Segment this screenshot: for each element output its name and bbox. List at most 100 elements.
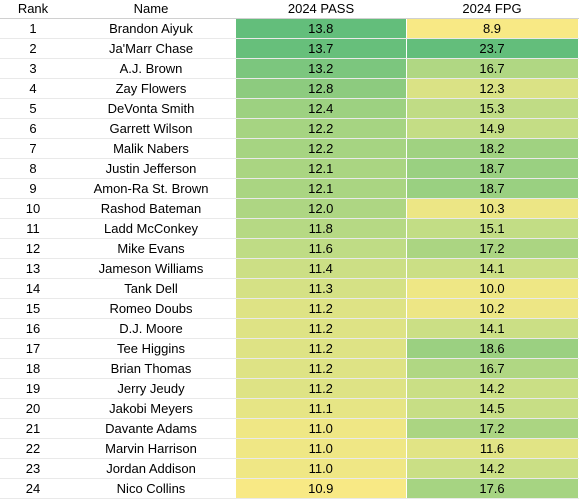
fpg-cell[interactable]: 17.6	[406, 478, 579, 499]
fpg-cell[interactable]: 15.3	[406, 98, 579, 119]
rank-cell[interactable]: 16	[0, 318, 66, 339]
pass-cell[interactable]: 11.0	[236, 418, 407, 439]
rank-cell[interactable]: 17	[0, 338, 66, 359]
name-cell[interactable]: Zay Flowers	[66, 78, 236, 99]
pass-cell[interactable]: 12.8	[236, 78, 407, 99]
fpg-cell[interactable]: 15.1	[406, 218, 579, 239]
name-cell[interactable]: Mike Evans	[66, 238, 236, 259]
name-cell[interactable]: Rashod Bateman	[66, 198, 236, 219]
rank-cell[interactable]: 9	[0, 178, 66, 199]
rank-cell[interactable]: 3	[0, 58, 66, 79]
rank-cell[interactable]: 1	[0, 18, 66, 39]
pass-cell[interactable]: 11.2	[236, 298, 407, 319]
rank-cell[interactable]: 18	[0, 358, 66, 379]
pass-cell[interactable]: 11.3	[236, 278, 407, 299]
name-cell[interactable]: Davante Adams	[66, 418, 236, 439]
fpg-cell[interactable]: 14.9	[406, 118, 579, 139]
pass-cell[interactable]: 11.6	[236, 238, 407, 259]
name-cell[interactable]: Romeo Doubs	[66, 298, 236, 319]
pass-cell[interactable]: 13.7	[236, 38, 407, 59]
name-cell[interactable]: Jordan Addison	[66, 458, 236, 479]
header-pass[interactable]: 2024 PASS	[236, 0, 406, 19]
rank-cell[interactable]: 23	[0, 458, 66, 479]
name-cell[interactable]: Jakobi Meyers	[66, 398, 236, 419]
fpg-cell[interactable]: 14.1	[406, 318, 579, 339]
pass-cell[interactable]: 12.0	[236, 198, 407, 219]
pass-cell[interactable]: 11.4	[236, 258, 407, 279]
fpg-cell[interactable]: 14.2	[406, 378, 579, 399]
pass-cell[interactable]: 11.8	[236, 218, 407, 239]
fpg-cell[interactable]: 16.7	[406, 58, 579, 79]
name-cell[interactable]: D.J. Moore	[66, 318, 236, 339]
name-cell[interactable]: Malik Nabers	[66, 138, 236, 159]
name-cell[interactable]: Tee Higgins	[66, 338, 236, 359]
rank-cell[interactable]: 21	[0, 418, 66, 439]
fpg-cell[interactable]: 17.2	[406, 418, 579, 439]
pass-cell[interactable]: 12.1	[236, 178, 407, 199]
rank-cell[interactable]: 6	[0, 118, 66, 139]
name-cell[interactable]: DeVonta Smith	[66, 98, 236, 119]
rank-cell[interactable]: 2	[0, 38, 66, 59]
header-rank[interactable]: Rank	[0, 0, 66, 19]
rank-cell[interactable]: 4	[0, 78, 66, 99]
pass-cell[interactable]: 12.2	[236, 118, 407, 139]
fpg-cell[interactable]: 18.7	[406, 158, 579, 179]
rank-cell[interactable]: 7	[0, 138, 66, 159]
rank-cell[interactable]: 15	[0, 298, 66, 319]
fpg-cell[interactable]: 8.9	[406, 18, 579, 39]
name-cell[interactable]: Nico Collins	[66, 478, 236, 499]
pass-cell[interactable]: 12.4	[236, 98, 407, 119]
fpg-cell[interactable]: 17.2	[406, 238, 579, 259]
name-cell[interactable]: Marvin Harrison	[66, 438, 236, 459]
name-cell[interactable]: Tank Dell	[66, 278, 236, 299]
rank-cell[interactable]: 11	[0, 218, 66, 239]
name-cell[interactable]: Brian Thomas	[66, 358, 236, 379]
rank-cell[interactable]: 13	[0, 258, 66, 279]
rank-cell[interactable]: 8	[0, 158, 66, 179]
pass-cell[interactable]: 11.0	[236, 458, 407, 479]
fpg-cell[interactable]: 14.2	[406, 458, 579, 479]
rank-cell[interactable]: 10	[0, 198, 66, 219]
rank-cell[interactable]: 19	[0, 378, 66, 399]
rank-cell[interactable]: 14	[0, 278, 66, 299]
fpg-cell[interactable]: 10.2	[406, 298, 579, 319]
fpg-cell[interactable]: 12.3	[406, 78, 579, 99]
pass-cell[interactable]: 10.9	[236, 478, 407, 499]
name-cell[interactable]: Justin Jefferson	[66, 158, 236, 179]
rank-cell[interactable]: 24	[0, 478, 66, 499]
fpg-cell[interactable]: 23.7	[406, 38, 579, 59]
name-cell[interactable]: Jerry Jeudy	[66, 378, 236, 399]
name-cell[interactable]: Garrett Wilson	[66, 118, 236, 139]
pass-cell[interactable]: 13.2	[236, 58, 407, 79]
rank-cell[interactable]: 5	[0, 98, 66, 119]
fpg-cell[interactable]: 14.1	[406, 258, 579, 279]
name-cell[interactable]: Ja'Marr Chase	[66, 38, 236, 59]
pass-cell[interactable]: 11.2	[236, 338, 407, 359]
header-fpg[interactable]: 2024 FPG	[406, 0, 578, 19]
fpg-cell[interactable]: 10.3	[406, 198, 579, 219]
name-cell[interactable]: Jameson Williams	[66, 258, 236, 279]
header-name[interactable]: Name	[66, 0, 236, 19]
pass-cell[interactable]: 12.2	[236, 138, 407, 159]
rank-cell[interactable]: 22	[0, 438, 66, 459]
name-cell[interactable]: Ladd McConkey	[66, 218, 236, 239]
pass-cell[interactable]: 11.2	[236, 318, 407, 339]
rank-cell[interactable]: 20	[0, 398, 66, 419]
fpg-cell[interactable]: 11.6	[406, 438, 579, 459]
fpg-cell[interactable]: 18.2	[406, 138, 579, 159]
fpg-cell[interactable]: 16.7	[406, 358, 579, 379]
name-cell[interactable]: A.J. Brown	[66, 58, 236, 79]
fpg-cell[interactable]: 18.6	[406, 338, 579, 359]
fpg-cell[interactable]: 10.0	[406, 278, 579, 299]
name-cell[interactable]: Brandon Aiyuk	[66, 18, 236, 39]
fpg-cell[interactable]: 14.5	[406, 398, 579, 419]
pass-cell[interactable]: 12.1	[236, 158, 407, 179]
pass-cell[interactable]: 11.1	[236, 398, 407, 419]
name-cell[interactable]: Amon-Ra St. Brown	[66, 178, 236, 199]
pass-cell[interactable]: 11.2	[236, 378, 407, 399]
rank-cell[interactable]: 12	[0, 238, 66, 259]
fpg-cell[interactable]: 18.7	[406, 178, 579, 199]
pass-cell[interactable]: 13.8	[236, 18, 407, 39]
pass-cell[interactable]: 11.0	[236, 438, 407, 459]
pass-cell[interactable]: 11.2	[236, 358, 407, 379]
